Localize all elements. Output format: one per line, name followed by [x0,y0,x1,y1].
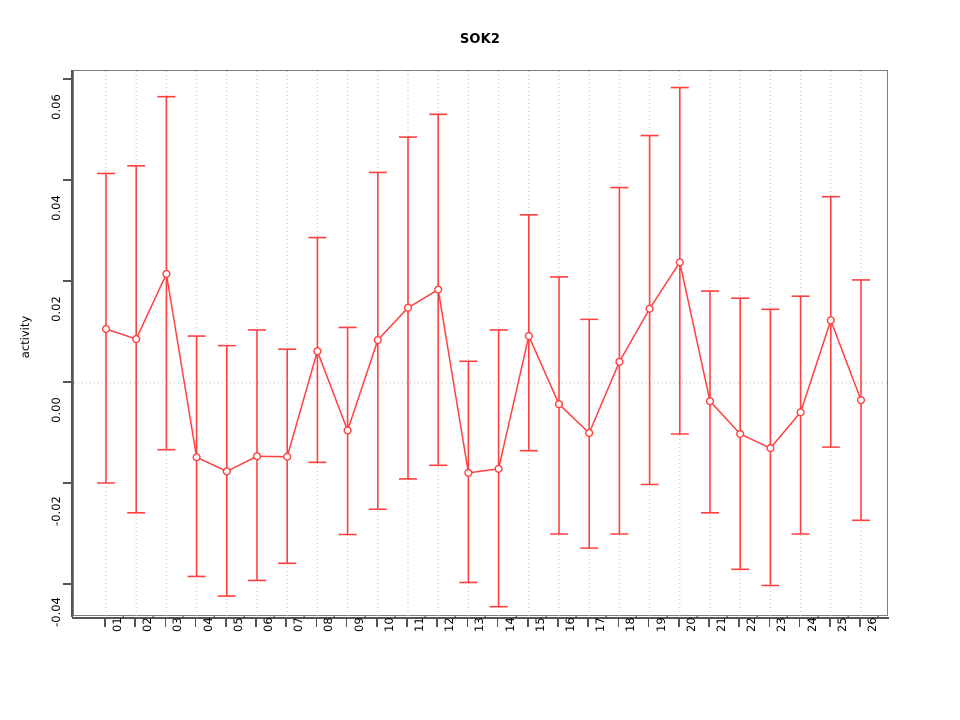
data-point-marker[interactable] [252,452,262,461]
x-tick-mark [466,619,469,627]
x-tick-mark [829,619,831,627]
data-point-marker[interactable] [101,324,111,334]
data-point-marker[interactable] [705,397,715,406]
y-tick-mark [63,179,71,181]
plot-svg [74,71,889,617]
data-point-marker[interactable] [645,304,654,313]
x-tick-mark [768,619,771,627]
data-point-marker[interactable] [132,334,141,344]
x-tick-mark [376,619,378,627]
data-point-marker[interactable] [524,331,533,341]
data-point-marker[interactable] [615,357,624,366]
data-point-marker[interactable] [856,396,866,405]
x-tick-mark [315,619,318,627]
data-point-marker[interactable] [675,258,684,267]
y-tick-mark [63,482,71,484]
x-tick-mark [104,619,106,627]
x-tick-mark [738,619,740,627]
data-point-marker[interactable] [283,452,292,461]
data-point-marker[interactable] [585,428,594,438]
y-tick-label: -0.04 [49,597,63,627]
x-tick-mark [557,619,559,627]
x-tick-mark [859,619,861,627]
data-point-marker[interactable] [434,285,443,294]
y-tick-label: 0.04 [49,195,63,221]
data-point-marker[interactable] [796,408,805,417]
data-point-marker[interactable] [736,429,745,439]
x-tick-mark [255,619,257,627]
x-tick-mark [194,619,197,627]
y-tick-mark [63,78,71,80]
x-tick-mark [345,619,348,627]
y-axis-label: activity [18,315,32,359]
data-point-marker[interactable] [766,444,775,453]
x-tick-mark [527,619,529,627]
data-point-marker[interactable] [343,426,352,435]
x-tick-mark [164,619,167,627]
series-line [105,260,862,474]
data-point-marker[interactable] [464,468,473,477]
y-tick-mark [63,381,71,383]
data-point-marker[interactable] [554,400,564,409]
plot-panel [73,70,889,617]
x-tick-mark [708,619,710,627]
x-tick-mark [406,619,408,627]
x-tick-mark [225,619,227,627]
y-tick-label: -0.02 [49,496,63,526]
x-tick-mark [798,619,801,627]
x-tick-mark [285,619,287,627]
y-axis-line [71,70,73,617]
data-point-marker[interactable] [403,303,413,312]
data-point-marker[interactable] [222,467,231,476]
y-tick-label: 0.06 [49,94,63,120]
data-point-marker[interactable] [162,269,171,279]
x-tick-mark [496,619,499,627]
x-tick-mark [617,619,620,627]
y-tick-label: 0.02 [49,296,63,322]
x-tick-mark [647,619,650,627]
data-point-marker[interactable] [494,464,503,473]
chart-title: SOK2 [459,32,501,47]
y-tick-mark [63,280,71,282]
x-tick-mark [134,619,136,627]
x-tick-mark [587,619,589,627]
data-point-marker[interactable] [826,316,835,325]
x-tick-mark [678,619,680,627]
y-tick-mark [63,583,71,585]
data-point-marker[interactable] [373,335,382,345]
data-point-marker[interactable] [192,453,201,462]
x-tick-mark [436,619,438,627]
data-point-marker[interactable] [313,347,322,356]
y-tick-label: 0.00 [49,397,63,423]
x-axis-line [72,617,889,619]
